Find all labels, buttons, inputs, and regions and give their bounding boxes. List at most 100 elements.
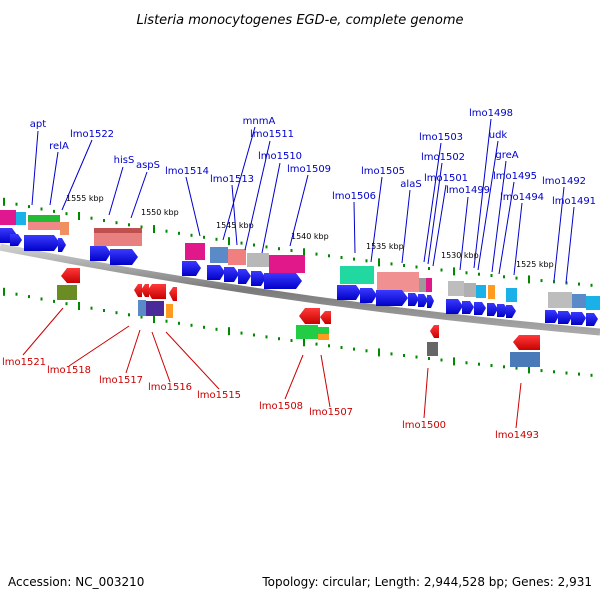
forward-gene-arrow[interactable] <box>24 235 60 251</box>
gene-label-lmo1508[interactable]: lmo1508 <box>259 401 303 412</box>
forward-gene-arrow[interactable] <box>251 271 266 286</box>
gene-label-lmo1505[interactable]: lmo1505 <box>361 166 405 177</box>
gene-label-greA[interactable]: greA <box>495 150 518 161</box>
reverse-gene-arrow[interactable] <box>513 335 540 350</box>
reverse-gene-arrow[interactable] <box>299 308 320 324</box>
forward-gene-arrow[interactable] <box>558 311 572 324</box>
domain-block[interactable] <box>16 212 26 225</box>
gene-label-lmo1494[interactable]: lmo1494 <box>500 192 544 203</box>
forward-gene-arrow[interactable] <box>110 249 138 265</box>
forward-gene-arrow[interactable] <box>506 305 516 318</box>
domain-block[interactable] <box>296 325 318 339</box>
forward-gene-arrow[interactable] <box>487 303 498 316</box>
domain-block[interactable] <box>548 292 572 308</box>
forward-gene-arrow[interactable] <box>446 299 463 314</box>
forward-gene-arrow[interactable] <box>58 238 66 252</box>
gene-label-lmo1500[interactable]: lmo1500 <box>402 420 446 431</box>
gene-label-apt[interactable]: apt <box>30 119 46 130</box>
gene-label-lmo1492[interactable]: lmo1492 <box>542 176 586 187</box>
gene-label-lmo1509[interactable]: lmo1509 <box>287 164 331 175</box>
gene-label-lmo1501[interactable]: lmo1501 <box>424 173 468 184</box>
forward-gene-arrow[interactable] <box>360 288 377 303</box>
domain-block[interactable] <box>426 278 432 292</box>
domain-block[interactable] <box>510 352 540 367</box>
forward-gene-arrow[interactable] <box>238 269 251 284</box>
forward-gene-arrow[interactable] <box>462 301 474 314</box>
gene-label-lmo1522[interactable]: lmo1522 <box>70 129 114 140</box>
gene-label-lmo1513[interactable]: lmo1513 <box>210 174 254 185</box>
gene-label-lmo1510[interactable]: lmo1510 <box>258 151 302 162</box>
domain-block[interactable] <box>427 342 438 356</box>
gene-label-hisS[interactable]: hisS <box>114 155 135 166</box>
domain-block[interactable] <box>419 278 426 292</box>
domain-block[interactable] <box>572 294 586 308</box>
domain-block[interactable] <box>138 300 146 316</box>
gene-label-lmo1518[interactable]: lmo1518 <box>47 365 91 376</box>
forward-gene-arrow[interactable] <box>90 246 111 261</box>
domain-block[interactable] <box>247 253 269 267</box>
domain-block[interactable] <box>476 285 486 298</box>
reverse-gene-arrow[interactable] <box>61 268 80 283</box>
forward-gene-arrow[interactable] <box>182 261 201 276</box>
domain-block[interactable] <box>318 334 329 340</box>
reverse-gene-arrow[interactable] <box>141 284 149 297</box>
domain-block[interactable] <box>28 215 60 222</box>
gene-label-lmo1517[interactable]: lmo1517 <box>99 375 143 386</box>
forward-gene-arrow[interactable] <box>418 294 428 307</box>
domain-block[interactable] <box>586 296 600 310</box>
forward-gene-arrow[interactable] <box>408 293 419 306</box>
reverse-gene-arrow[interactable] <box>134 284 142 297</box>
gene-label-aspS[interactable]: aspS <box>136 160 160 171</box>
gene-label-lmo1507[interactable]: lmo1507 <box>309 407 353 418</box>
forward-gene-arrow[interactable] <box>497 304 508 317</box>
gene-label-mnmA[interactable]: mnmA <box>243 116 276 127</box>
domain-block[interactable] <box>28 222 60 230</box>
reverse-gene-arrow[interactable] <box>430 325 439 338</box>
forward-gene-arrow[interactable] <box>545 310 559 323</box>
domain-block[interactable] <box>448 281 464 296</box>
gene-label-lmo1502[interactable]: lmo1502 <box>421 152 465 163</box>
domain-block[interactable] <box>228 249 246 265</box>
gene-label-lmo1491[interactable]: lmo1491 <box>552 196 596 207</box>
gene-label-lmo1516[interactable]: lmo1516 <box>148 382 192 393</box>
forward-gene-arrow[interactable] <box>264 273 302 289</box>
gene-label-lmo1495[interactable]: lmo1495 <box>493 171 537 182</box>
domain-block[interactable] <box>318 327 329 334</box>
forward-gene-arrow[interactable] <box>427 295 434 308</box>
gene-label-lmo1521[interactable]: lmo1521 <box>2 357 46 368</box>
domain-block[interactable] <box>377 272 419 292</box>
forward-gene-arrow[interactable] <box>586 313 598 326</box>
gene-label-lmo1499[interactable]: lmo1499 <box>446 185 490 196</box>
gene-label-lmo1514[interactable]: lmo1514 <box>165 166 209 177</box>
forward-gene-arrow[interactable] <box>571 312 586 325</box>
gene-label-relA[interactable]: relA <box>49 141 69 152</box>
gene-label-udk[interactable]: udk <box>489 130 508 141</box>
forward-gene-arrow[interactable] <box>474 302 486 315</box>
reverse-gene-arrow[interactable] <box>169 287 177 301</box>
domain-block[interactable] <box>166 304 173 318</box>
gene-label-alaS[interactable]: alaS <box>400 179 421 190</box>
forward-gene-arrow[interactable] <box>376 290 408 306</box>
forward-gene-arrow[interactable] <box>10 234 22 246</box>
gene-label-lmo1503[interactable]: lmo1503 <box>419 132 463 143</box>
domain-block[interactable] <box>464 283 476 297</box>
domain-block[interactable] <box>488 285 495 299</box>
domain-block[interactable] <box>185 243 205 260</box>
domain-block[interactable] <box>210 247 228 263</box>
reverse-gene-arrow[interactable] <box>320 311 331 324</box>
domain-block[interactable] <box>60 222 69 235</box>
domain-block[interactable] <box>506 288 517 302</box>
domain-block[interactable] <box>94 228 142 233</box>
domain-block[interactable] <box>146 301 164 316</box>
gene-label-lmo1498[interactable]: lmo1498 <box>469 108 513 119</box>
domain-block[interactable] <box>0 210 16 225</box>
domain-block[interactable] <box>57 285 77 300</box>
gene-label-lmo1493[interactable]: lmo1493 <box>495 430 539 441</box>
domain-block[interactable] <box>340 266 374 284</box>
forward-gene-arrow[interactable] <box>337 285 361 300</box>
gene-label-lmo1515[interactable]: lmo1515 <box>197 390 241 401</box>
reverse-gene-arrow[interactable] <box>147 284 166 299</box>
gene-label-lmo1506[interactable]: lmo1506 <box>332 191 376 202</box>
forward-gene-arrow[interactable] <box>207 265 225 280</box>
forward-gene-arrow[interactable] <box>224 267 239 282</box>
